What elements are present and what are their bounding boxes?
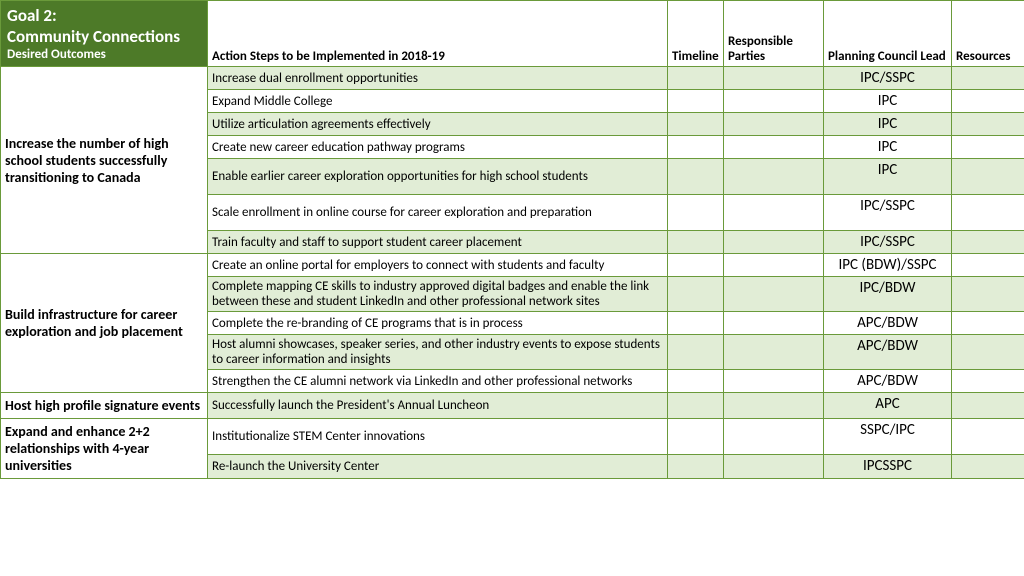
resources-cell — [952, 455, 1024, 479]
parties-cell — [724, 254, 824, 277]
lead-cell: APC/BDW — [824, 312, 952, 335]
header-outcome: Goal 2: Community Connections Desired Ou… — [1, 1, 208, 67]
action-cell: Expand Middle College — [208, 90, 668, 113]
resources-cell — [952, 393, 1024, 419]
parties-cell — [724, 335, 824, 370]
lead-cell: IPC — [824, 113, 952, 136]
action-cell: Utilize articulation agreements effectiv… — [208, 113, 668, 136]
header-lead: Planning Council Lead — [824, 1, 952, 67]
action-cell: Successfully launch the President's Annu… — [208, 393, 668, 419]
table-row: Increase the number of high school stude… — [1, 67, 1024, 90]
header-row: Goal 2: Community Connections Desired Ou… — [1, 1, 1024, 67]
timeline-cell — [668, 231, 724, 254]
lead-cell: IPC — [824, 136, 952, 159]
parties-cell — [724, 455, 824, 479]
timeline-cell — [668, 136, 724, 159]
parties-cell — [724, 90, 824, 113]
timeline-cell — [668, 113, 724, 136]
table-row: Expand and enhance 2+2 relationships wit… — [1, 419, 1024, 455]
timeline-cell — [668, 393, 724, 419]
resources-cell — [952, 159, 1024, 195]
timeline-cell — [668, 159, 724, 195]
lead-cell: APC/BDW — [824, 370, 952, 393]
resources-cell — [952, 254, 1024, 277]
resources-cell — [952, 419, 1024, 455]
timeline-cell — [668, 455, 724, 479]
action-cell: Complete mapping CE skills to industry a… — [208, 277, 668, 312]
parties-cell — [724, 393, 824, 419]
resources-cell — [952, 195, 1024, 231]
goal-table: Goal 2: Community Connections Desired Ou… — [0, 0, 1024, 479]
action-cell: Host alumni showcases, speaker series, a… — [208, 335, 668, 370]
timeline-cell — [668, 312, 724, 335]
table-body: Increase the number of high school stude… — [1, 67, 1024, 479]
timeline-cell — [668, 195, 724, 231]
timeline-cell — [668, 419, 724, 455]
parties-cell — [724, 195, 824, 231]
parties-cell — [724, 231, 824, 254]
goal-line2: Community Connections — [7, 26, 180, 47]
resources-cell — [952, 370, 1024, 393]
desired-label: Desired Outcomes — [7, 47, 106, 62]
lead-cell: IPC/SSPC — [824, 67, 952, 90]
action-cell: Scale enrollment in online course for ca… — [208, 195, 668, 231]
resources-cell — [952, 312, 1024, 335]
timeline-cell — [668, 67, 724, 90]
lead-cell: IPC — [824, 159, 952, 195]
header-timeline: Timeline — [668, 1, 724, 67]
resources-cell — [952, 231, 1024, 254]
resources-cell — [952, 277, 1024, 312]
timeline-cell — [668, 335, 724, 370]
resources-cell — [952, 335, 1024, 370]
resources-cell — [952, 67, 1024, 90]
action-cell: Create new career education pathway prog… — [208, 136, 668, 159]
parties-cell — [724, 312, 824, 335]
lead-cell: IPC (BDW)/SSPC — [824, 254, 952, 277]
lead-cell: IPCSSPC — [824, 455, 952, 479]
resources-cell — [952, 90, 1024, 113]
table-row: Build infrastructure for career explorat… — [1, 254, 1024, 277]
lead-cell: IPC/BDW — [824, 277, 952, 312]
timeline-cell — [668, 370, 724, 393]
outcome-cell: Build infrastructure for career explorat… — [1, 254, 208, 393]
action-cell: Institutionalize STEM Center innovations — [208, 419, 668, 455]
lead-cell: IPC — [824, 90, 952, 113]
header-resources: Resources — [952, 1, 1024, 67]
lead-cell: IPC/SSPC — [824, 231, 952, 254]
parties-cell — [724, 277, 824, 312]
table-row: Host high profile signature eventsSucces… — [1, 393, 1024, 419]
timeline-cell — [668, 90, 724, 113]
lead-cell: APC — [824, 393, 952, 419]
outcome-cell: Increase the number of high school stude… — [1, 67, 208, 254]
header-parties: Responsible Parties — [724, 1, 824, 67]
outcome-cell: Host high profile signature events — [1, 393, 208, 419]
action-cell: Complete the re-branding of CE programs … — [208, 312, 668, 335]
action-cell: Strengthen the CE alumni network via Lin… — [208, 370, 668, 393]
header-action: Action Steps to be Implemented in 2018-1… — [208, 1, 668, 67]
lead-cell: SSPC/IPC — [824, 419, 952, 455]
resources-cell — [952, 113, 1024, 136]
action-cell: Train faculty and staff to support stude… — [208, 231, 668, 254]
goal-line1: Goal 2: — [7, 5, 57, 26]
timeline-cell — [668, 277, 724, 312]
action-cell: Create an online portal for employers to… — [208, 254, 668, 277]
parties-cell — [724, 136, 824, 159]
outcome-cell: Expand and enhance 2+2 relationships wit… — [1, 419, 208, 479]
parties-cell — [724, 67, 824, 90]
lead-cell: APC/BDW — [824, 335, 952, 370]
resources-cell — [952, 136, 1024, 159]
parties-cell — [724, 159, 824, 195]
parties-cell — [724, 113, 824, 136]
parties-cell — [724, 370, 824, 393]
action-cell: Re-launch the University Center — [208, 455, 668, 479]
parties-cell — [724, 419, 824, 455]
lead-cell: IPC/SSPC — [824, 195, 952, 231]
action-cell: Increase dual enrollment opportunities — [208, 67, 668, 90]
action-cell: Enable earlier career exploration opport… — [208, 159, 668, 195]
timeline-cell — [668, 254, 724, 277]
